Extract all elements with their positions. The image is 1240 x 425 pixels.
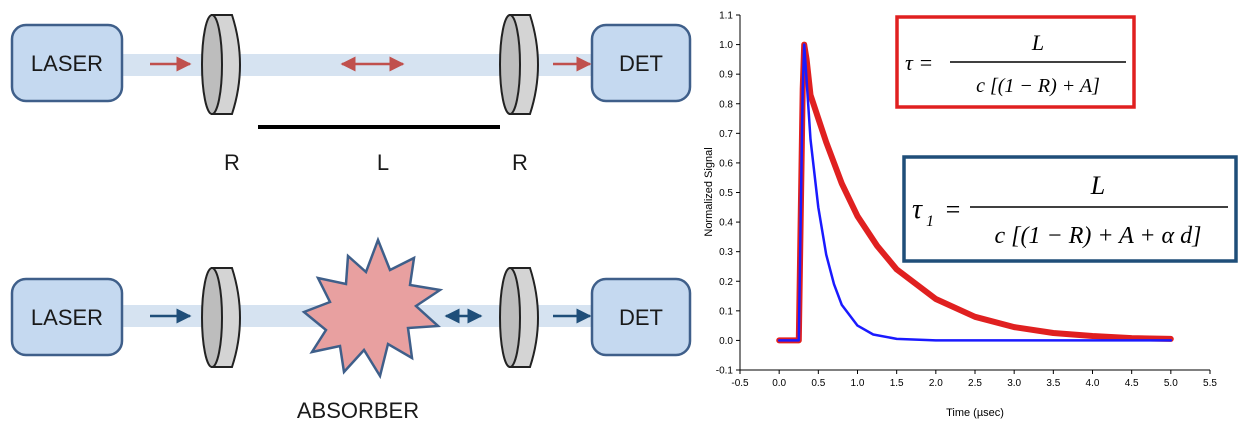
x-tick-label: 1.0 <box>851 378 865 389</box>
top-det-box <box>590 23 692 103</box>
x-tick-label: 5.5 <box>1203 378 1217 389</box>
series-group <box>776 41 1174 344</box>
mirror-right-label: R <box>512 150 528 175</box>
y-tick-label: 0.3 <box>719 247 733 258</box>
equation-tau1-border <box>902 155 1238 263</box>
top-mirror-left <box>201 14 241 115</box>
decay-chart: -0.5 0.0 0.5 1.0 1.5 2.0 2.5 3.0 3.5 4.0 4.5 5.0 5.5… <box>703 11 1217 420</box>
bottom-mirror-right <box>499 267 539 368</box>
x-tick-label: 4.5 <box>1125 378 1139 389</box>
y-tick-label: 0.2 <box>719 277 733 288</box>
absorber-label: ABSORBER <box>297 398 419 423</box>
x-tick-label: -0.5 <box>731 378 749 389</box>
y-tick-label: 0.6 <box>719 158 733 169</box>
equation-tau1-lhs-subscript: 1 <box>926 213 934 230</box>
top-laser-box <box>10 23 124 103</box>
x-ticks: -0.5 0.0 0.5 1.0 1.5 2.0 2.5 3.0 3.5 4.0 4.5 5.0 5.5 <box>731 370 1217 389</box>
equation-tau1-numerator: L <box>1090 171 1105 200</box>
x-tick-label: 5.0 <box>1164 378 1178 389</box>
x-tick-label: 0.0 <box>772 378 786 389</box>
y-tick-label: 0.7 <box>719 129 733 140</box>
equation-tau1-lhs-symbol: τ <box>912 194 923 225</box>
y-tick-label: 0.9 <box>719 70 733 81</box>
y-ticks: -0.1 0.0 0.1 0.2 0.3 0.4 0.5 0.6 0.7 0.8 0.9 1.0 1.1 <box>716 11 740 377</box>
x-axis-label: Time (µsec) <box>946 407 1004 419</box>
y-tick-label: 1.1 <box>719 11 733 22</box>
y-tick-label: 0.0 <box>719 336 733 347</box>
bottom-det-label: DET <box>619 305 663 330</box>
y-tick-label: -0.1 <box>716 366 734 377</box>
absorber-starburst <box>301 236 444 380</box>
y-axis-label: Normalized Signal <box>703 147 715 236</box>
equation-tau-numerator: L <box>1031 30 1044 55</box>
bottom-laser-box <box>10 277 124 357</box>
y-tick-label: 0.1 <box>719 306 733 317</box>
top-mirror-right <box>499 14 539 115</box>
bottom-cavity: LASER DET ABSORBER <box>10 236 692 423</box>
x-tick-label: 0.5 <box>811 378 825 389</box>
equation-tau1-lhs-equals: = <box>944 195 962 224</box>
mirror-left-label: R <box>224 150 240 175</box>
equation-tau-denominator: c [(1 − R) + A] <box>976 75 1100 97</box>
y-tick-label: 0.4 <box>719 218 733 229</box>
bottom-mirror-left <box>201 267 241 368</box>
y-tick-label: 0.5 <box>719 188 733 199</box>
bottom-laser-label: LASER <box>31 305 103 330</box>
x-tick-label: 4.0 <box>1086 378 1100 389</box>
top-laser-label: LASER <box>31 51 103 76</box>
equation-tau1: τ 1 = L c [(1 − R) + A + α d] <box>902 155 1238 263</box>
top-det-label: DET <box>619 51 663 76</box>
x-tick-label: 3.0 <box>1007 378 1021 389</box>
x-tick-label: 3.5 <box>1046 378 1060 389</box>
bottom-det-box <box>590 277 692 357</box>
equation-tau-lhs: τ = <box>905 50 933 75</box>
y-tick-label: 0.8 <box>719 99 733 110</box>
top-cavity: LASER DET R L R <box>10 14 692 175</box>
x-tick-label: 2.0 <box>929 378 943 389</box>
equation-tau1-denominator: c [(1 − R) + A + α d] <box>995 223 1202 249</box>
series-line-fast-decay <box>777 43 1173 342</box>
x-tick-label: 2.5 <box>968 378 982 389</box>
length-label: L <box>377 150 389 175</box>
y-tick-label: 1.0 <box>719 40 733 51</box>
x-tick-label: 1.5 <box>890 378 904 389</box>
equation-tau: τ = L c [(1 − R) + A] <box>895 15 1136 109</box>
